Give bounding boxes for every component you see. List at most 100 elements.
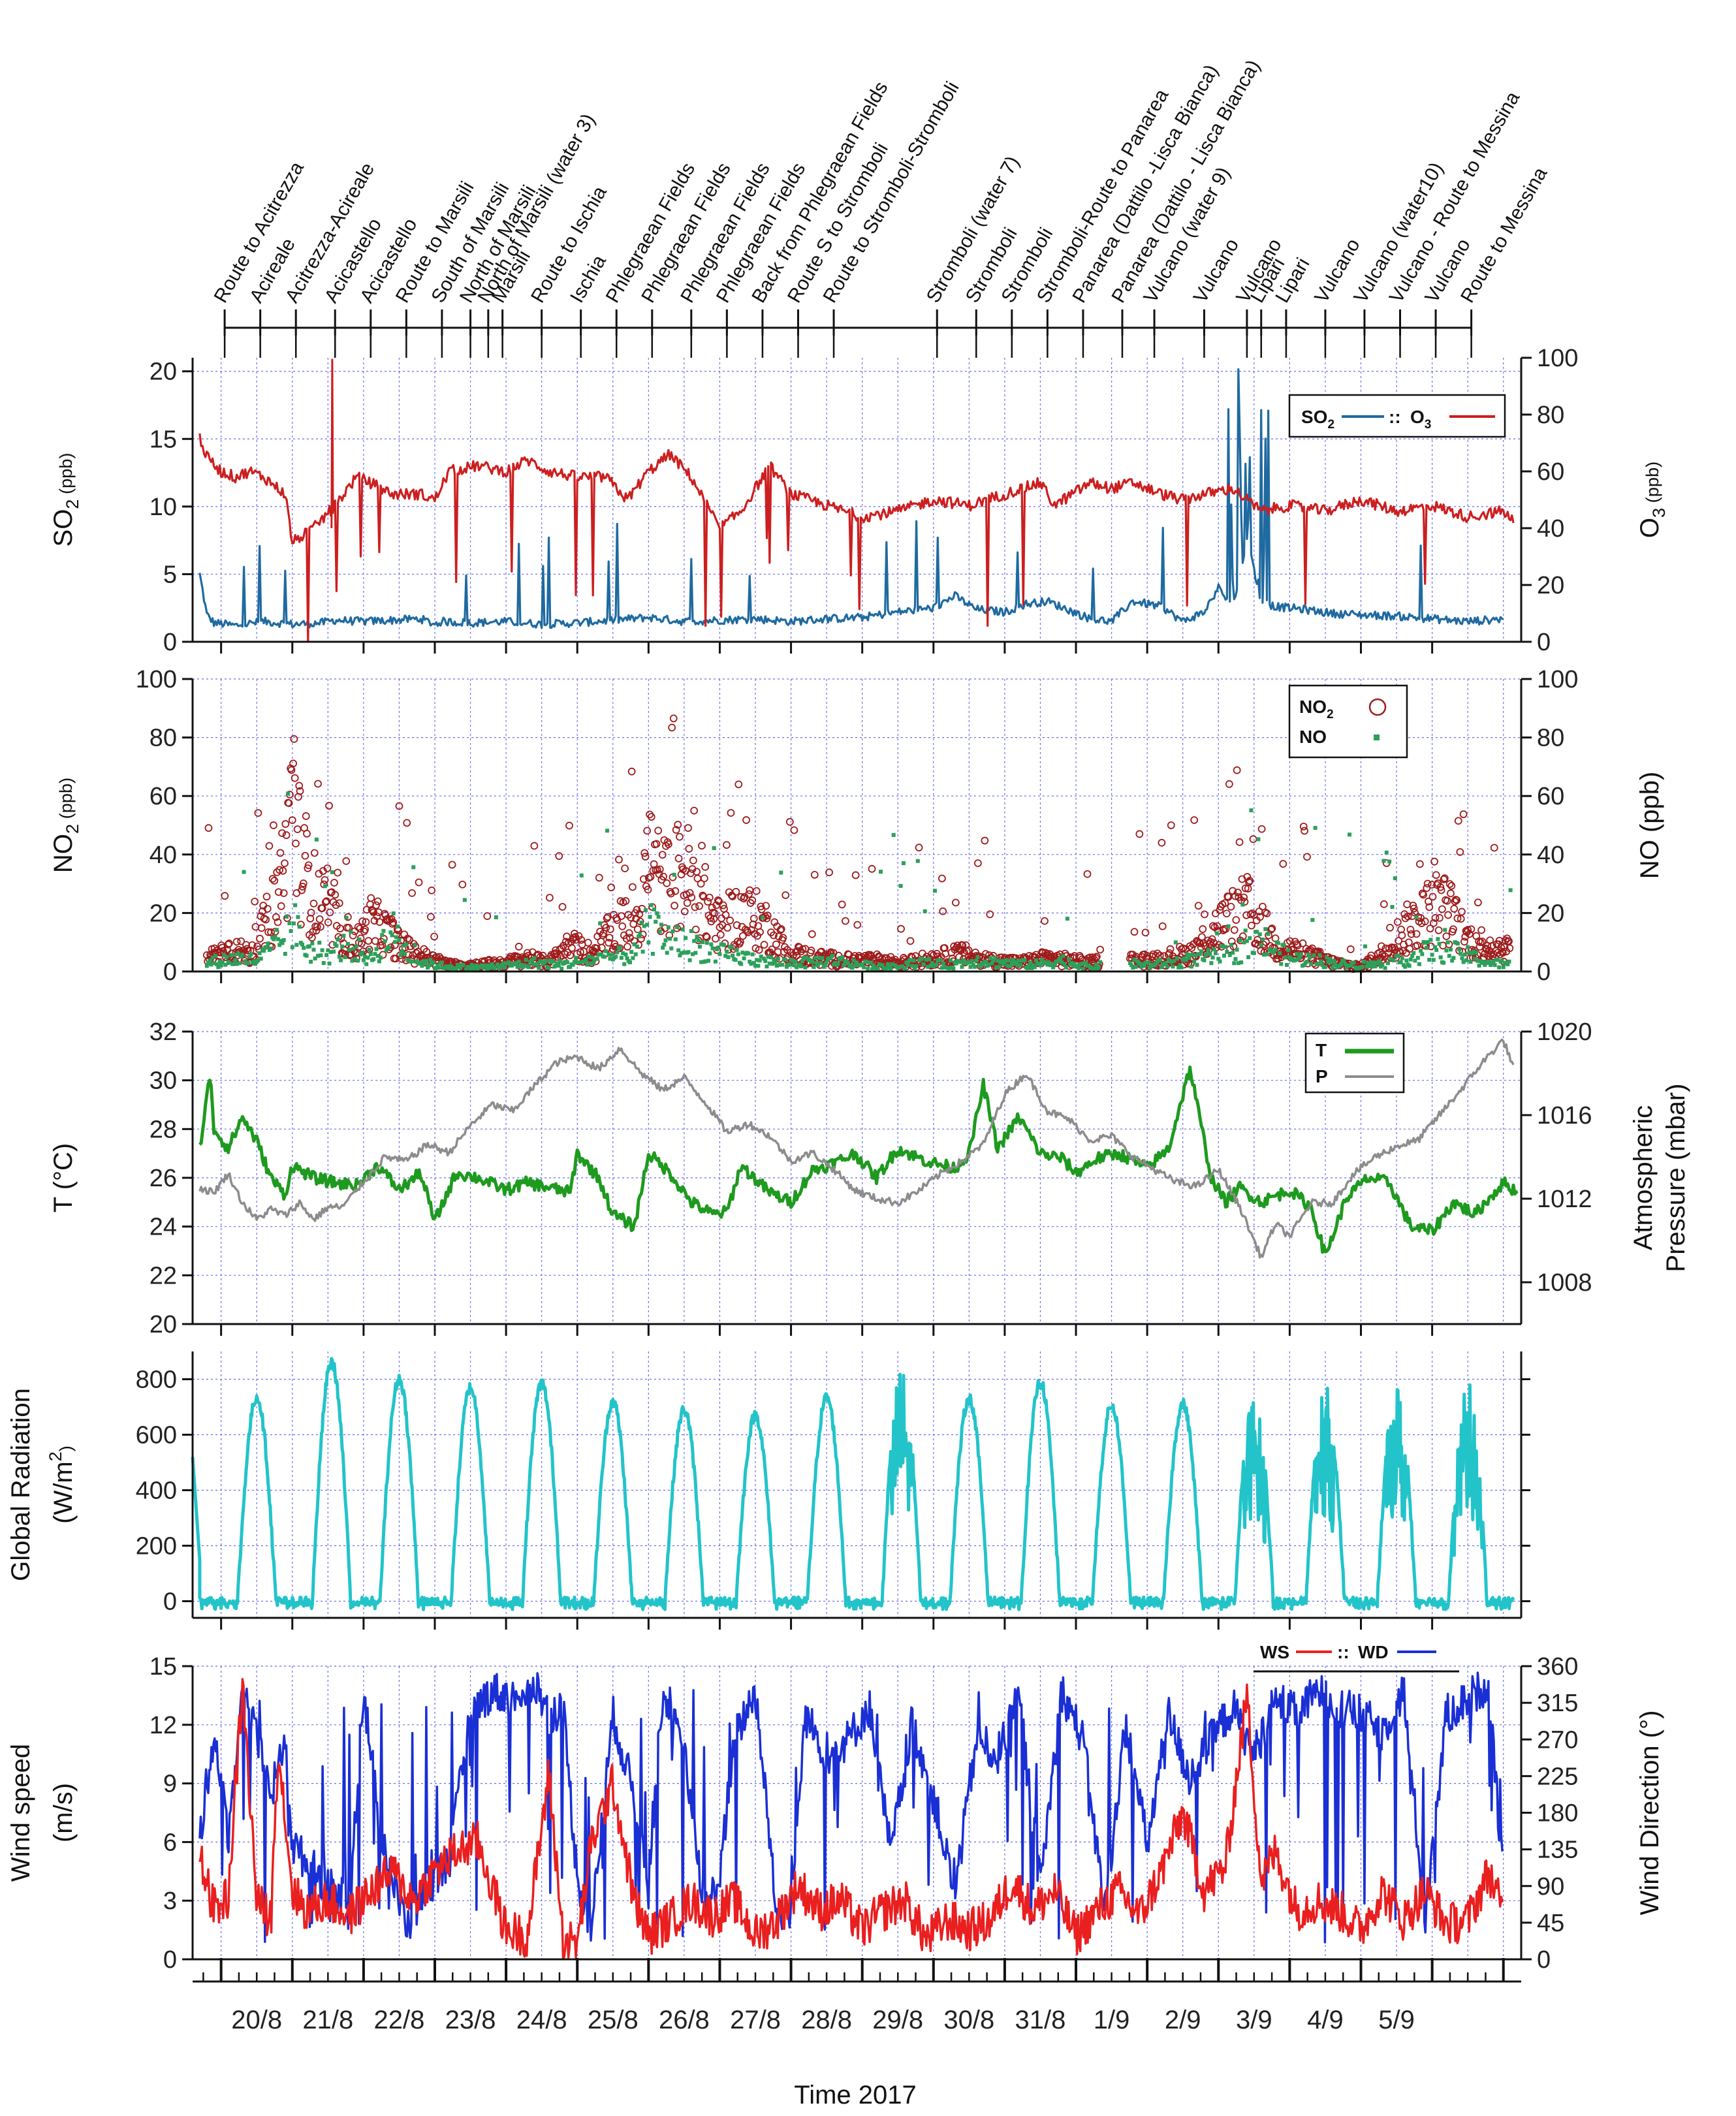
series-no2-point	[1457, 915, 1465, 923]
y-tick-label-left: 32	[150, 1019, 177, 1046]
series-no2-point	[719, 901, 727, 909]
series-no2-point	[572, 936, 580, 944]
y-tick-label-left: 30	[150, 1067, 177, 1095]
series-no-point	[387, 945, 392, 950]
series-no-point	[1455, 941, 1460, 946]
series-no2-point	[1299, 823, 1308, 830]
series-no-point	[947, 966, 951, 971]
series-no-point	[1096, 965, 1101, 970]
series-no-point	[209, 962, 213, 967]
series-no2-point	[1386, 923, 1394, 932]
series-no2-point	[565, 821, 573, 830]
series-no-point	[638, 932, 642, 936]
series-no2-point	[636, 917, 644, 926]
series-no2-point	[807, 946, 815, 955]
series-no2-point	[734, 780, 743, 789]
series-no2-point	[1235, 838, 1244, 846]
series-no-point	[381, 928, 386, 933]
series-no-point	[230, 962, 235, 966]
y-tick-label-left: 9	[163, 1771, 177, 1798]
series-no-point	[659, 923, 663, 927]
series-no2-point	[1234, 889, 1242, 896]
y-tick-label-right: 40	[1537, 842, 1564, 869]
series-no2-point	[1430, 857, 1438, 866]
series-no-point	[574, 956, 578, 960]
series-no-point	[923, 909, 927, 913]
series-no-point	[1205, 952, 1209, 956]
y-tick-label-left: 6	[163, 1829, 177, 1856]
series-no-point	[845, 961, 850, 966]
series-no-point	[531, 962, 535, 967]
series-no2-point	[1487, 942, 1496, 950]
series-no-point	[911, 958, 916, 963]
series-no-point	[210, 955, 215, 960]
series-no2-point	[868, 864, 876, 873]
series-no2-point	[691, 903, 699, 911]
series-no-point	[842, 963, 846, 968]
series-o3	[198, 433, 1515, 643]
legend-label-so2-part: 2	[1327, 418, 1334, 432]
series-no-point	[960, 964, 964, 969]
series-no2-point	[785, 817, 794, 826]
series-no-point	[1438, 955, 1443, 960]
series-no2-point	[1398, 931, 1406, 940]
series-no2-point	[718, 914, 725, 923]
series-no-point	[396, 924, 400, 929]
series-no-point	[682, 950, 686, 955]
series-no2-point	[1415, 860, 1424, 868]
series-no2-point	[755, 946, 763, 954]
y-tick-label-right: 20	[1537, 900, 1564, 927]
series-no-point	[363, 955, 368, 959]
series-no-point	[1326, 960, 1331, 964]
series-no-point	[679, 951, 684, 955]
series-no-point	[1049, 962, 1054, 967]
date-label: 4/9	[1307, 2006, 1344, 2034]
series-no-point	[635, 944, 639, 949]
series-no-point	[473, 966, 477, 971]
series-no-point	[1396, 953, 1400, 958]
series-no2-point	[1241, 884, 1250, 892]
series-no-point	[870, 967, 874, 971]
y-axis-title-left: T (°C)	[49, 1143, 78, 1212]
date-label: 3/9	[1236, 2006, 1272, 2034]
series-no2-point	[1478, 938, 1487, 946]
series-no-point	[251, 959, 256, 964]
series-no-point	[791, 963, 796, 968]
series-no2-point	[375, 918, 384, 926]
series-no-point	[920, 956, 924, 961]
series-no2-point	[1434, 926, 1443, 934]
series-no-point	[516, 959, 521, 964]
series-no2-point	[251, 923, 260, 931]
series-no-point	[625, 956, 629, 960]
series-no-point	[879, 870, 883, 874]
series-no-point	[772, 958, 776, 963]
series-no-point	[665, 951, 669, 955]
series-no-point	[1319, 959, 1323, 964]
series-no-point	[697, 944, 702, 949]
series-no2-point	[232, 938, 241, 946]
series-no-point	[499, 963, 504, 968]
series-no2-point	[1208, 935, 1216, 943]
series-no-point	[410, 959, 415, 964]
series-no2-point	[325, 802, 333, 810]
series-no-point	[623, 952, 628, 956]
series-no2-point	[1158, 922, 1167, 930]
series-no-point	[1417, 962, 1421, 966]
series-no2-point	[684, 824, 692, 832]
y-tick-label-left: 400	[136, 1477, 177, 1505]
series-no2-point	[555, 852, 563, 861]
series-no2-point	[364, 937, 373, 945]
series-no2-point	[940, 944, 949, 952]
series-no-point	[726, 955, 731, 960]
series-no2-point	[721, 911, 730, 919]
series-no-point	[996, 958, 1000, 963]
series-no2-point	[270, 821, 277, 829]
series-no-point	[367, 947, 371, 952]
series-no-point	[300, 942, 305, 947]
series-no-point	[560, 966, 564, 971]
series-no-point	[447, 966, 451, 971]
y-axis-title-right: NO (ppb)	[1635, 772, 1664, 879]
series-no-point	[640, 949, 645, 954]
series-no-point	[1380, 962, 1385, 967]
y-axis-title-left-part: 2	[62, 499, 82, 509]
